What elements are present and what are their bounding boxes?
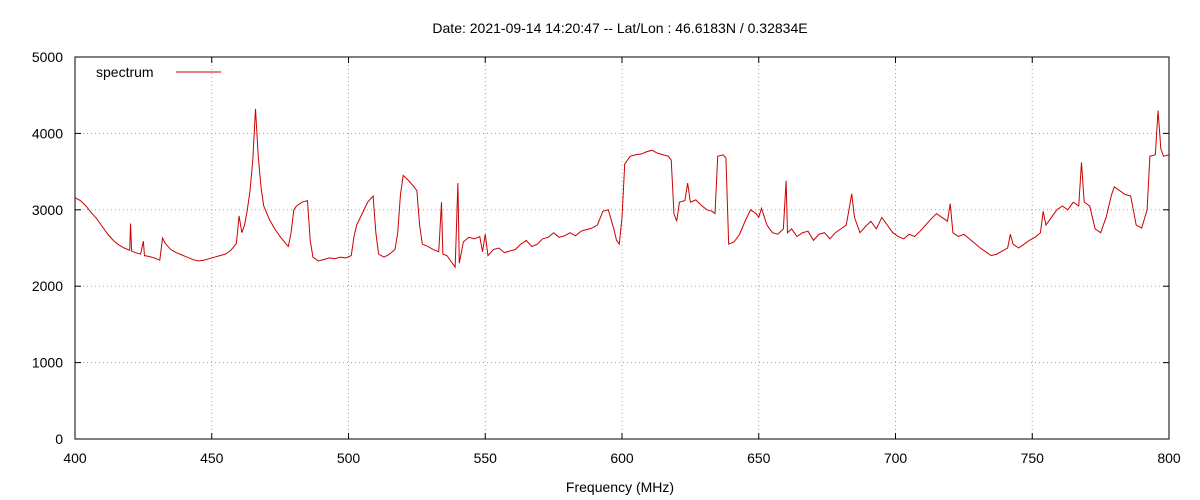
grid-layer [75,57,1169,439]
x-tick-label: 400 [63,450,87,466]
x-tick-label: 650 [747,450,771,466]
x-tick-label: 750 [1021,450,1045,466]
y-tick-label: 0 [55,431,63,447]
legend: spectrum [96,64,221,80]
x-tick-label: 450 [200,450,224,466]
x-tick-label: 800 [1157,450,1181,466]
x-tick-label: 600 [610,450,634,466]
y-tick-label: 4000 [32,125,63,141]
y-tick-label: 5000 [32,49,63,65]
ticks-layer: 400 450 500 550 600 650 700 750 800 0 1000 2000 3000… [32,49,1181,466]
x-tick-label: 500 [337,450,361,466]
chart-title: Date: 2021-09-14 14:20:47 -- Lat/Lon : 4… [432,20,807,36]
y-tick-label: 2000 [32,278,63,294]
plot-frame [74,56,1170,440]
x-tick-label: 700 [884,450,908,466]
y-tick-label: 1000 [32,355,63,371]
y-tick-label: 3000 [32,202,63,218]
series-layer [74,108,1170,269]
series-line-spectrum [74,108,1170,269]
legend-label-spectrum: spectrum [96,64,154,80]
x-axis-title: Frequency (MHz) [566,479,674,495]
x-tick-label: 550 [474,450,498,466]
